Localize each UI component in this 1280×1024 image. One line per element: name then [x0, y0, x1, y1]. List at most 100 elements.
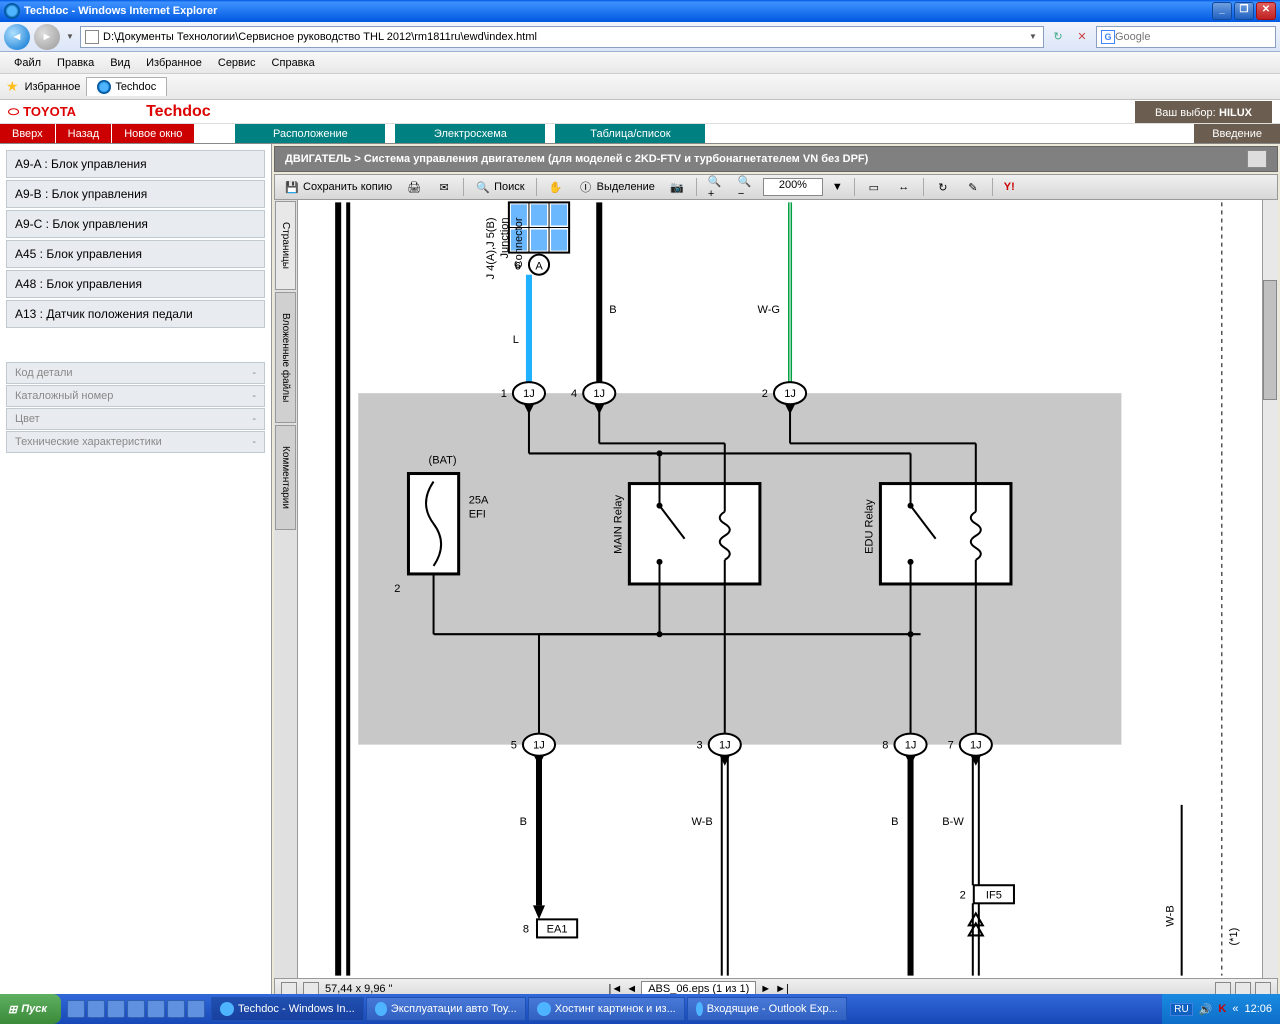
svg-text:EA1: EA1	[547, 923, 568, 935]
back-button[interactable]: ◄	[4, 24, 30, 50]
zoom-value[interactable]: 200%	[763, 178, 823, 196]
sidebar-item[interactable]: A9-B : Блок управления	[6, 180, 265, 208]
window-title: Techdoc - Windows Internet Explorer	[24, 5, 1212, 17]
browser-tab[interactable]: Techdoc	[86, 77, 167, 96]
taskbar-button[interactable]: Хостинг картинок и из...	[528, 997, 685, 1021]
svg-text:EDU Relay: EDU Relay	[863, 499, 875, 554]
google-icon: G	[1101, 30, 1115, 44]
menu-help[interactable]: Справка	[264, 57, 323, 69]
language-indicator[interactable]: RU	[1170, 1003, 1192, 1016]
taskbar-button[interactable]: Эксплуатации авто Toy...	[366, 997, 526, 1021]
rotate-button[interactable]: ↻	[930, 177, 956, 197]
address-bar[interactable]: ▼	[80, 26, 1044, 48]
nav-intro[interactable]: Введение	[1194, 124, 1280, 143]
svg-text:1J: 1J	[784, 388, 796, 400]
search-input[interactable]	[1115, 31, 1271, 43]
print-icon[interactable]	[1247, 150, 1267, 168]
zoom-dropdown[interactable]: ▼	[827, 177, 848, 197]
pdf-snapshot-tool[interactable]: 📷	[664, 177, 690, 197]
tray-icon[interactable]: K	[1218, 1003, 1226, 1015]
search-box[interactable]: G	[1096, 26, 1276, 48]
tray-expand[interactable]: «	[1232, 1003, 1238, 1015]
close-button[interactable]: ✕	[1256, 2, 1276, 20]
breadcrumb-text: ДВИГАТЕЛЬ > Система управления двигателе…	[285, 153, 868, 165]
hand-icon: ✋	[548, 179, 564, 195]
pdf-hand-tool[interactable]: ✋	[543, 177, 569, 197]
pdf-side-tabs: Страницы Вложенные файлы Комментарии	[274, 200, 298, 978]
fit-width-icon: ↔	[896, 179, 912, 195]
fit-width-button[interactable]: ↔	[891, 177, 917, 197]
zoom-out-icon: 🔍−	[738, 179, 754, 195]
favorites-label[interactable]: Избранное	[25, 81, 81, 93]
tray-icon[interactable]: 🔊	[1199, 1003, 1213, 1016]
browser-navbar: ◄ ► ▼ ▼ ↻ ✕ G	[0, 22, 1280, 52]
sidebar-item[interactable]: A13 : Датчик положения педали	[6, 300, 265, 328]
sidebar-info-row: Каталожный номер-	[6, 385, 265, 407]
nav-table[interactable]: Таблица/список	[555, 124, 705, 143]
url-dropdown[interactable]: ▼	[1027, 32, 1039, 41]
nav-location[interactable]: Расположение	[235, 124, 385, 143]
url-input[interactable]	[103, 31, 1027, 43]
taskbar-button[interactable]: Techdoc - Windows In...	[211, 997, 364, 1021]
pdf-print-button[interactable]: 🖨	[401, 177, 427, 197]
ql-icon[interactable]	[67, 1000, 85, 1018]
nav-new-window[interactable]: Новое окно	[112, 124, 195, 143]
ql-icon[interactable]	[147, 1000, 165, 1018]
menu-edit[interactable]: Правка	[49, 57, 102, 69]
pdf-mail-button[interactable]: ✉	[431, 177, 457, 197]
menu-favorites[interactable]: Избранное	[138, 57, 210, 69]
content-area: ДВИГАТЕЛЬ > Система управления двигателе…	[272, 144, 1280, 1000]
menu-view[interactable]: Вид	[102, 57, 138, 69]
ql-icon[interactable]	[107, 1000, 125, 1018]
minimize-button[interactable]: _	[1212, 2, 1232, 20]
nav-schema[interactable]: Электросхема	[395, 124, 545, 143]
ql-icon[interactable]	[187, 1000, 205, 1018]
restore-button[interactable]: ❐	[1234, 2, 1254, 20]
favorites-bar: ★ Избранное Techdoc	[0, 74, 1280, 100]
svg-text:W-B: W-B	[1165, 905, 1177, 926]
sidebar-item[interactable]: A45 : Блок управления	[6, 240, 265, 268]
svg-text:(BAT): (BAT)	[429, 454, 457, 466]
svg-text:3: 3	[697, 740, 703, 752]
pdf-find-button[interactable]: 🔍Поиск	[470, 177, 529, 197]
side-tab-attachments[interactable]: Вложенные файлы	[275, 292, 296, 423]
ql-icon[interactable]	[167, 1000, 185, 1018]
forward-button[interactable]: ►	[34, 24, 60, 50]
pdf-viewer: Страницы Вложенные файлы Комментарии J 4…	[274, 200, 1278, 978]
vertical-scrollbar[interactable]	[1262, 200, 1278, 978]
svg-text:8: 8	[523, 923, 529, 935]
save-icon: 💾	[284, 179, 300, 195]
svg-text:6: 6	[515, 261, 521, 273]
sidebar-item[interactable]: A9-A : Блок управления	[6, 150, 265, 178]
nav-back[interactable]: Назад	[56, 124, 113, 143]
clock[interactable]: 12:06	[1244, 1003, 1272, 1015]
side-tab-pages[interactable]: Страницы	[275, 201, 296, 290]
scrollbar-thumb[interactable]	[1263, 280, 1277, 400]
wiring-diagram[interactable]: J 4(A),J 5(B)JunctionConnectorA66LBW-G1J…	[298, 200, 1262, 978]
ql-icon[interactable]	[127, 1000, 145, 1018]
menu-service[interactable]: Сервис	[210, 57, 264, 69]
ie-icon	[4, 3, 20, 19]
sidebar-item[interactable]: A48 : Блок управления	[6, 270, 265, 298]
nav-up[interactable]: Вверх	[0, 124, 56, 143]
history-dropdown[interactable]: ▼	[64, 32, 76, 41]
stop-button[interactable]: ✕	[1072, 27, 1092, 47]
techdoc-title: Techdoc	[146, 103, 211, 121]
sidebar-item[interactable]: A9-C : Блок управления	[6, 210, 265, 238]
zoom-in-button[interactable]: 🔍+	[703, 177, 729, 197]
start-button[interactable]: ⊞ Пуск	[0, 994, 61, 1024]
ql-icon[interactable]	[87, 1000, 105, 1018]
yahoo-button[interactable]: Y!	[999, 177, 1020, 197]
tab-title: Techdoc	[115, 81, 156, 93]
side-tab-comments[interactable]: Комментарии	[275, 425, 296, 530]
fit-page-button[interactable]: ▭	[861, 177, 887, 197]
pdf-select-tool[interactable]: ⒾВыделение	[573, 177, 660, 197]
sign-button[interactable]: ✎	[960, 177, 986, 197]
svg-text:2: 2	[960, 889, 966, 901]
favorites-star-icon[interactable]: ★	[6, 78, 19, 95]
zoom-out-button[interactable]: 🔍−	[733, 177, 759, 197]
refresh-button[interactable]: ↻	[1048, 27, 1068, 47]
taskbar-button[interactable]: Входящие - Outlook Exp...	[687, 997, 847, 1021]
menu-file[interactable]: Файл	[6, 57, 49, 69]
pdf-save-button[interactable]: 💾Сохранить копию	[279, 177, 397, 197]
